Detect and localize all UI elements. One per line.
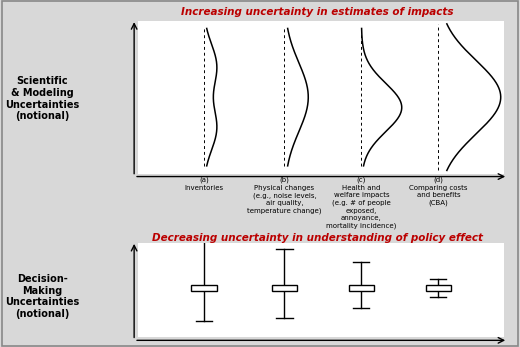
- Text: (b)
Physical changes
(e.g., noise levels,
air quality,
temperature change): (b) Physical changes (e.g., noise levels…: [247, 177, 322, 214]
- Text: (d)
Comparing costs
and benefits
(CBA): (d) Comparing costs and benefits (CBA): [409, 177, 467, 206]
- Text: (c)
Health and
welfare impacts
(e.g. # of people
exposed,
annoyance,
mortality i: (c) Health and welfare impacts (e.g. # o…: [326, 177, 397, 229]
- Text: (a)
Inventories: (a) Inventories: [184, 177, 224, 191]
- Bar: [271, 285, 297, 291]
- Text: Decision-
Making
Uncertainties
(notional): Decision- Making Uncertainties (notional…: [5, 274, 80, 319]
- Text: Decreasing uncertainty in understanding of policy effect: Decreasing uncertainty in understanding …: [152, 233, 483, 243]
- Bar: [191, 285, 217, 291]
- Bar: [425, 285, 451, 291]
- Text: Increasing uncertainty in estimates of impacts: Increasing uncertainty in estimates of i…: [181, 7, 453, 17]
- Bar: [348, 285, 374, 291]
- Text: Scientific
& Modeling
Uncertainties
(notional): Scientific & Modeling Uncertainties (not…: [5, 76, 80, 121]
